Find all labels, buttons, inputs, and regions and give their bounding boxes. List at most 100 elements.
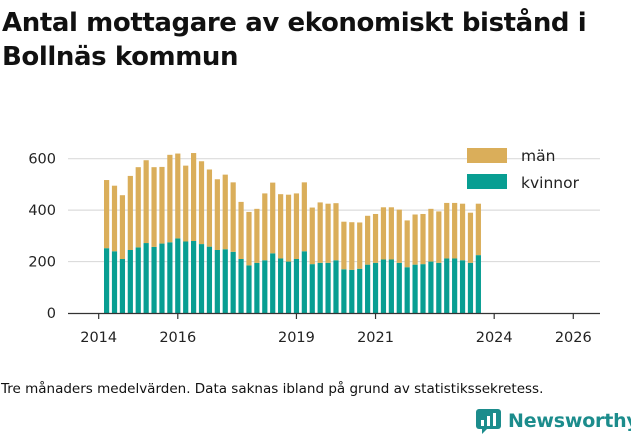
bar-man: [357, 222, 363, 269]
bar-kvinnor: [127, 249, 133, 313]
bar-man: [341, 221, 347, 270]
bar-man: [309, 207, 315, 265]
bar-man: [270, 182, 276, 254]
bar-kvinnor: [444, 258, 450, 313]
legend-label-man: män: [521, 147, 555, 165]
bar-kvinnor: [270, 253, 276, 313]
x-tick-label: 2024: [476, 330, 513, 346]
bar-kvinnor: [301, 251, 307, 313]
bar-kvinnor: [151, 246, 157, 313]
legend-swatch-kvinnor: [467, 174, 507, 189]
chart-area: 0 200 400 600 2014 2016 2019 2021 2024 2026 män k…: [28, 147, 600, 346]
bar-kvinnor: [317, 262, 323, 313]
bar-man: [404, 220, 410, 268]
brand-name: Newsworthy: [508, 410, 631, 432]
bar-man: [143, 160, 149, 244]
x-tick-label: 2019: [278, 330, 315, 346]
bar-kvinnor: [206, 246, 213, 313]
bar-man: [396, 209, 402, 263]
bar-kvinnor: [262, 260, 268, 313]
bar-man: [325, 203, 331, 263]
bar-kvinnor: [396, 262, 402, 313]
bar-kvinnor: [135, 247, 141, 313]
bar-kvinnor: [420, 264, 426, 313]
bar-kvinnor: [214, 249, 220, 313]
bar-kvinnor: [119, 258, 126, 313]
bar-kvinnor: [143, 243, 149, 313]
legend-swatch-man: [467, 148, 507, 163]
bar-man: [214, 179, 220, 250]
bar-man: [111, 185, 118, 252]
bar-man: [380, 207, 387, 260]
bar-kvinnor: [436, 262, 442, 313]
bar-man: [349, 222, 355, 270]
bar-man: [159, 166, 165, 244]
bar-kvinnor: [365, 264, 371, 313]
bar-man: [254, 208, 260, 263]
bar-kvinnor: [452, 258, 458, 313]
bar-man: [127, 175, 133, 250]
bar-kvinnor: [278, 258, 284, 313]
bar-kvinnor: [285, 261, 292, 313]
bar-man: [104, 180, 110, 249]
bar-man: [333, 203, 339, 261]
bar-man: [230, 182, 236, 252]
bar-chart-logo-icon: [476, 409, 501, 434]
bar-man: [246, 211, 252, 266]
bar-man: [183, 165, 189, 242]
bar-kvinnor: [349, 269, 355, 313]
legend-label-kvinnor: kvinnor: [521, 174, 580, 192]
x-tick-label: 2014: [80, 330, 117, 346]
legend: män kvinnor: [467, 147, 580, 192]
bar-man: [135, 167, 141, 248]
bar-kvinnor: [167, 242, 173, 313]
bar-man: [278, 194, 284, 259]
bar-man: [459, 203, 466, 261]
bar-kvinnor: [325, 262, 331, 313]
bar-kvinnor: [238, 258, 244, 313]
bar-kvinnor: [191, 240, 197, 313]
bar-kvinnor: [159, 243, 165, 313]
y-tick-label: 400: [28, 203, 56, 219]
bar-kvinnor: [104, 248, 110, 313]
footnote: Tre månaders medelvärden. Data saknas ib…: [1, 381, 544, 397]
bar-man: [285, 194, 292, 262]
bar-kvinnor: [333, 260, 339, 313]
axes: 0 200 400 600 2014 2016 2019 2021 2024 2026: [28, 152, 600, 346]
bar-man: [412, 214, 418, 265]
bar-kvinnor: [246, 265, 252, 313]
chart-title: Antal mottagare av ekonomiskt bistånd i …: [2, 8, 587, 72]
bar-kvinnor: [198, 244, 205, 313]
bar-kvinnor: [309, 264, 315, 313]
bar-kvinnor: [111, 251, 118, 313]
bar-man: [167, 154, 173, 243]
x-tick-label: 2026: [555, 330, 592, 346]
bar-kvinnor: [254, 262, 260, 313]
bar-kvinnor: [475, 255, 481, 313]
bar-man: [428, 208, 434, 262]
bar-man: [238, 201, 244, 259]
bar-man: [119, 195, 126, 259]
bar-man: [365, 215, 371, 265]
bar-man: [372, 213, 379, 263]
bar-man: [293, 193, 300, 259]
bar-man: [175, 153, 181, 239]
bar-kvinnor: [341, 269, 347, 313]
bar-man: [206, 169, 213, 247]
y-tick-label: 200: [28, 255, 56, 271]
bar-kvinnor: [372, 262, 379, 313]
bar-man: [151, 167, 157, 247]
bar-man: [262, 193, 268, 261]
bar-kvinnor: [175, 238, 181, 313]
bar-kvinnor: [230, 251, 236, 313]
bar-kvinnor: [183, 241, 189, 313]
bar-kvinnor: [222, 249, 228, 313]
bar-kvinnor: [467, 262, 474, 313]
x-tick-label: 2021: [357, 330, 394, 346]
bar-man: [317, 202, 323, 263]
bar-man: [198, 161, 205, 245]
bar-kvinnor: [412, 264, 418, 313]
bar-kvinnor: [357, 268, 363, 313]
brand-logo[interactable]: Newsworthy: [476, 408, 631, 434]
x-tick-label: 2016: [159, 330, 196, 346]
